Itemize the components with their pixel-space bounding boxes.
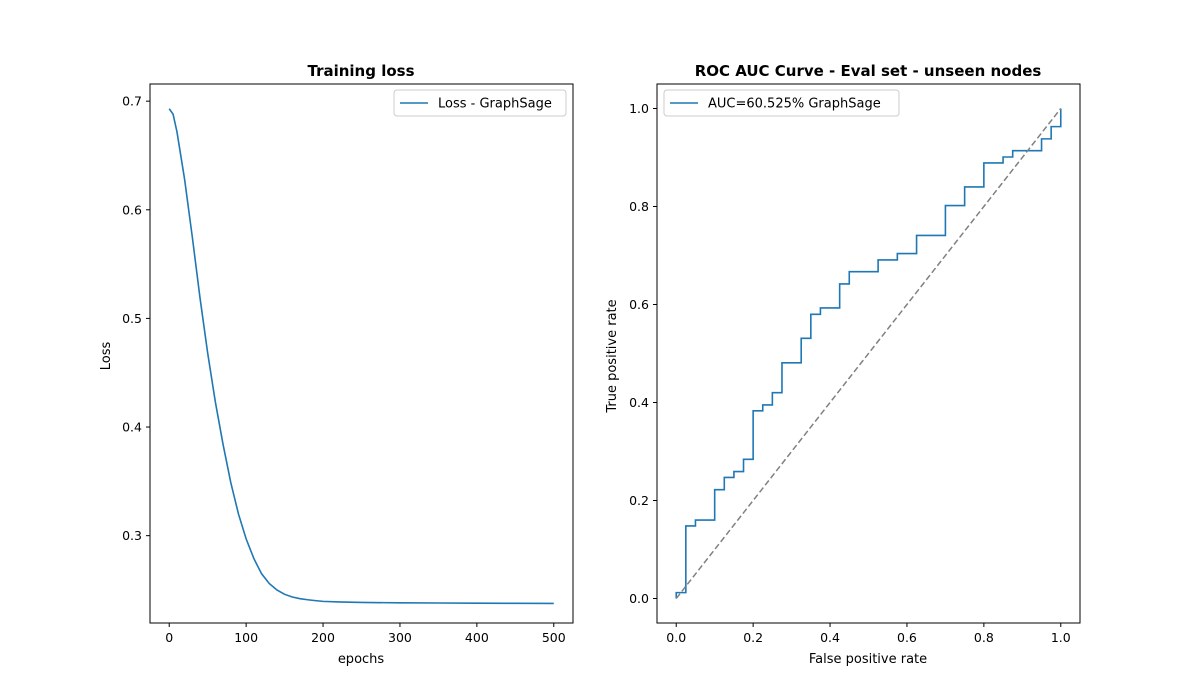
y-tick-label: 1.0 [629, 101, 649, 116]
x-tick-label: 0.2 [743, 630, 763, 645]
x-tick-label: 500 [542, 630, 566, 645]
y-tick-label: 0.5 [122, 311, 142, 326]
plot-frame [149, 83, 574, 624]
y-tick-label: 0.6 [629, 297, 649, 312]
y-tick-label: 0.4 [122, 420, 142, 435]
x-tick-label: 0.0 [666, 630, 686, 645]
y-tick-label: 0.3 [122, 528, 142, 543]
chart-title: ROC AUC Curve - Eval set - unseen nodes [695, 62, 1042, 80]
x-tick-label: 300 [388, 630, 412, 645]
x-tick-label: 1.0 [1051, 630, 1071, 645]
x-tick-label: 0.6 [897, 630, 917, 645]
y-tick-label: 0.4 [629, 395, 649, 410]
x-axis-label: epochs [338, 652, 385, 667]
chart-title: Training loss [307, 62, 414, 80]
x-tick-label: 0.4 [820, 630, 840, 645]
y-axis-label: True positive rate [605, 299, 620, 413]
legend: AUC=60.525% GraphSage [663, 89, 900, 117]
y-tick-label: 0.6 [122, 202, 142, 217]
x-tick-label: 0 [165, 630, 173, 645]
y-tick-label: 0.2 [629, 493, 649, 508]
plot-frame [656, 83, 1081, 624]
x-tick-label: 100 [234, 630, 258, 645]
tick-group: 0.0 0.2 0.4 0.6 0.8 1.0 0.0 0.2 0.4 0.6 0.8 1.0 [629, 101, 1071, 645]
x-tick-label: 0.8 [974, 630, 994, 645]
y-axis-label: Loss [99, 342, 114, 371]
roc-auc-chart: ROC AUC Curve - Eval set - unseen nodes … [605, 62, 1081, 667]
legend-box [393, 89, 567, 117]
tick-group: 0 100 200 300 400 500 0.3 0.4 0.5 0.6 0.7 [122, 94, 566, 645]
chance-diagonal-line [675, 108, 1062, 599]
series-line [168, 108, 554, 605]
legend-label: Loss - GraphSage [438, 97, 552, 112]
series-group [168, 108, 554, 605]
y-tick-label: 0.8 [629, 199, 649, 214]
series-group [675, 108, 1062, 599]
legend-label: AUC=60.525% GraphSage [708, 97, 881, 112]
x-axis-label: False positive rate [809, 652, 927, 667]
x-tick-label: 400 [465, 630, 489, 645]
x-tick-label: 200 [311, 630, 335, 645]
legend: Loss - GraphSage [393, 89, 567, 117]
legend-box [663, 89, 900, 117]
training-loss-chart: Training loss 0 100 200 300 400 5000.30.40.50… [99, 62, 574, 667]
y-tick-label: 0.0 [629, 591, 649, 606]
y-tick-label: 0.7 [122, 94, 142, 109]
series-line [675, 108, 1062, 599]
